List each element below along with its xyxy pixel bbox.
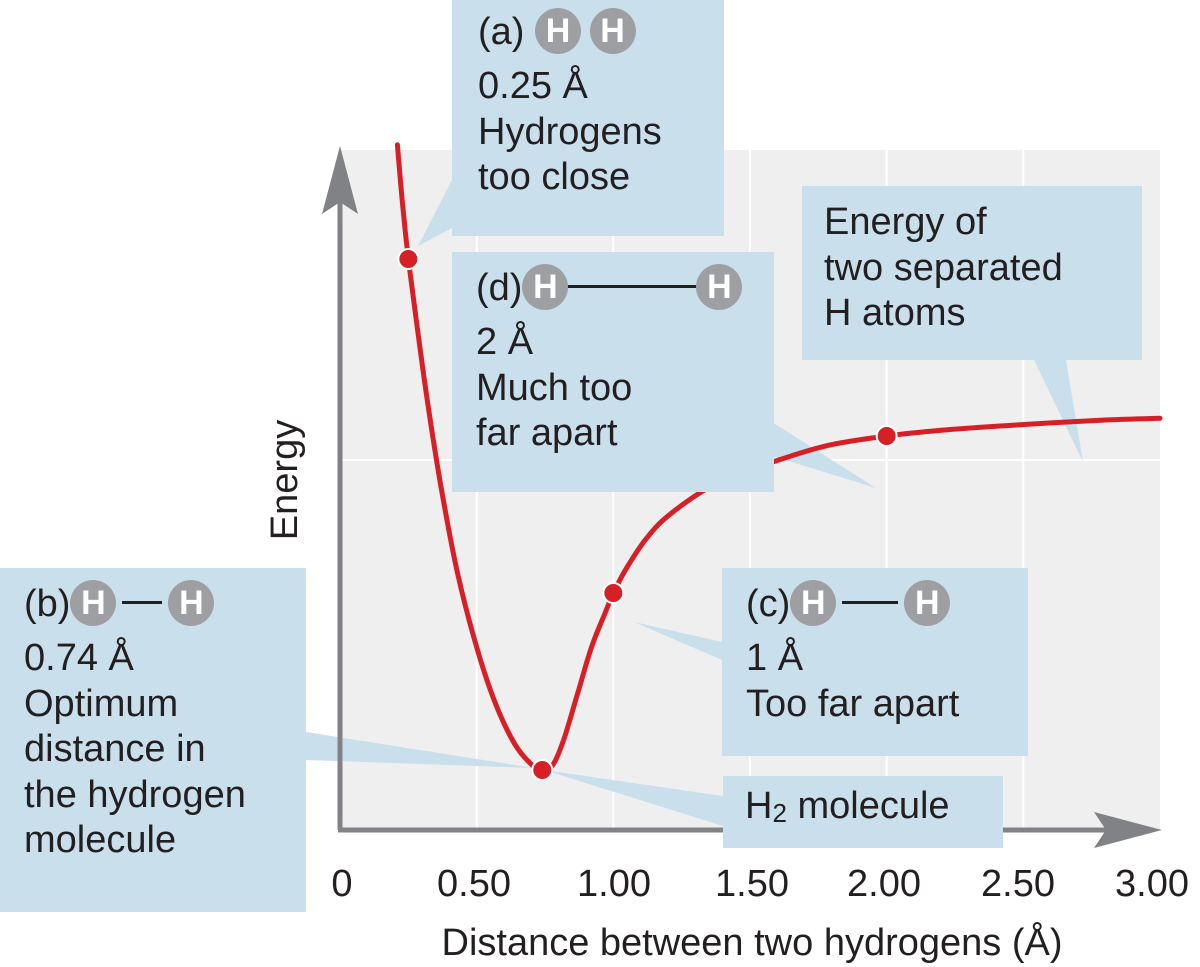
callout-separated-text-2: two separated [824,246,1063,289]
hydrogen-atom-icon: H [535,7,582,54]
hydrogen-atom-icon: H [168,579,215,626]
x-tick-label: 3.00 [1115,863,1189,905]
callout-a-distance: 0.25 Å [478,65,588,107]
data-point [531,759,554,781]
bond-line [842,601,899,605]
callout-b-distance: 0.74 Å [24,637,134,679]
bond-line [122,601,163,605]
callout-c-header: (c) H H [746,579,1028,636]
callout-molecule: H2 molecule [723,776,1003,848]
callout-separated-text-1: Energy of [824,201,987,243]
y-axis-arrow [322,146,358,214]
molecule-formula-h: H [745,785,773,827]
x-tick-label: 1.00 [577,863,651,905]
callout-d-text-2: far apart [476,412,618,455]
data-point [875,424,898,447]
y-axis-title: Energy [264,420,306,540]
x-tick-label: 2.00 [847,863,921,905]
callout-d-label: (d) [476,267,523,309]
data-point [397,248,420,270]
hydrogen-atom-icon: H [522,263,569,310]
callout-a: (a) H H 0.25 Å Hydrogens too close [452,0,724,236]
callout-c-text-1: Too far apart [746,682,960,725]
callout-c-distance: 1 Å [746,637,804,679]
pointer-c [634,622,722,660]
hydrogen-atom-icon: H [696,263,743,310]
callout-d-text-1: Much too [476,366,633,409]
molecule-label: molecule [786,785,950,827]
x-tick-label: 2.50 [981,863,1055,905]
callout-b-text-1: Optimum [24,682,179,725]
callout-a-header: (a) H H [478,7,724,64]
callout-b: (b) H H 0.74 Å Optimum distance in the hyd… [0,568,306,912]
x-tick-labels: 0 0.50 1.00 1.50 2.00 2.50 3.00 [331,863,1189,905]
molecule-formula-subscript: 2 [772,798,787,828]
x-tick-label: 1.50 [715,863,789,905]
callout-separated-text-3: H atoms [824,292,966,335]
callout-d-header: (d) H H [476,263,774,320]
pointer-molecule [544,770,723,826]
callout-b-label: (b) [24,583,71,625]
hydrogen-atom-icon: H [70,579,117,626]
callout-d-distance: 2 Å [476,321,534,363]
callout-c: (c) H H 1 Å Too far apart [722,568,1028,756]
pointer-separated [1034,360,1083,462]
pointer-b [306,732,534,768]
callout-b-text-4: molecule [24,819,177,862]
callout-d: (d) H H 2 Å Much too far apart [452,252,774,492]
callout-separated: Energy of two separated H atoms [802,186,1142,360]
callout-a-text-1: Hydrogens [478,110,662,153]
x-tick-label: 0.50 [437,863,511,905]
callout-a-text-2: too close [478,156,631,199]
callout-c-label: (c) [746,583,791,625]
x-axis-arrow [1094,812,1162,848]
callout-b-header: (b) H H [24,579,306,636]
hydrogen-atom-icon: H [790,579,837,626]
hydrogen-atom-icon: H [589,7,636,54]
callout-molecule-text: H2 molecule [745,784,1003,830]
callout-b-text-3: the hydrogen [24,773,246,816]
callout-b-text-2: distance in [24,728,206,771]
data-points [397,248,898,781]
hydrogen-atom-icon: H [904,579,951,626]
pointer-a [418,180,452,246]
x-axis-title: Distance between two hydrogens (Å) [442,920,1063,964]
data-point [602,582,625,605]
callout-a-label: (a) [478,11,525,53]
pointer-d [772,422,876,488]
bond-line [568,285,697,289]
x-tick-label: 0 [331,863,352,905]
